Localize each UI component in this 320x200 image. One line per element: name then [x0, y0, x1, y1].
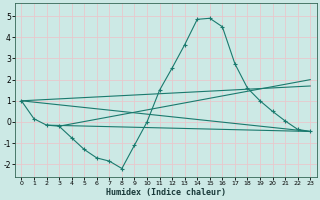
X-axis label: Humidex (Indice chaleur): Humidex (Indice chaleur)	[106, 188, 226, 197]
